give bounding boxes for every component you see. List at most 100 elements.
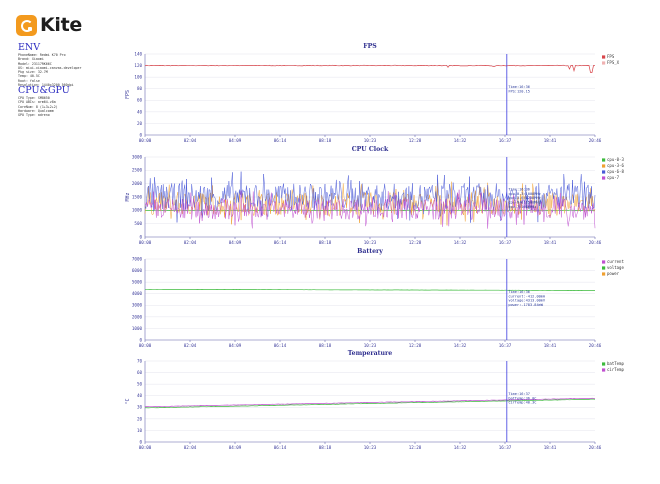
x-tick-label: 12:28 [409, 343, 422, 348]
y-tick-label: 2500 [132, 168, 143, 173]
tooltip-line: current:-412.00mA [508, 294, 546, 298]
legend-swatch[interactable] [602, 170, 606, 174]
legend-label[interactable]: FPS_X [607, 60, 620, 65]
y-tick-label: 70 [137, 358, 143, 363]
x-tick-label: 06:14 [274, 445, 287, 450]
legend-label[interactable]: batTemp [607, 361, 624, 366]
legend-label[interactable]: cpu-6-8 [607, 169, 624, 174]
y-tick-label: 20 [137, 121, 143, 126]
env-info-line: Temp: 40.5C [18, 74, 40, 79]
y-tick-label: 20 [137, 416, 143, 421]
x-tick-label: 10:23 [364, 240, 377, 245]
x-tick-label: 14:32 [454, 343, 467, 348]
x-tick-label: 10:23 [364, 445, 377, 450]
env-info-line: Model: 23117RK66C [18, 61, 52, 66]
chart-cpu-clock: CPU Clock 0 500 1000 1500 2000 2500 3000 00:00 02… [125, 146, 624, 245]
env-info-line: OS: miui-xiaomi-canvas-developer [18, 65, 82, 70]
y-tick-label: 40 [137, 109, 143, 114]
x-tick-label: 20:46 [589, 445, 602, 450]
chart-battery: Battery 0 1000 2000 3000 4000 5000 6000 7000 00:0… [132, 248, 625, 348]
y-axis-label: °C [125, 398, 131, 404]
series-line-cpu-7 [144, 189, 596, 229]
y-tick-label: 1500 [132, 194, 143, 199]
legend-label[interactable]: FPS [607, 54, 615, 59]
legend-swatch[interactable] [602, 260, 606, 264]
x-tick-label: 04:09 [229, 343, 242, 348]
legend-label[interactable]: cpu-0-3 [607, 157, 624, 162]
x-tick-label: 00:00 [139, 138, 152, 143]
tooltip-line: Time:16:36 [508, 290, 530, 294]
y-tick-label: 7000 [132, 256, 143, 261]
cpu-gpu-info-line: CPU ABIs: arm64-v8a [18, 100, 56, 105]
cpu-gpu-info-line: CoreNum: 8 (1+3+2+2) [18, 104, 58, 109]
legend-label[interactable]: current [607, 259, 624, 264]
y-tick-label: 50 [137, 382, 143, 387]
x-tick-label: 10:23 [364, 343, 377, 348]
x-tick-label: 02:04 [184, 445, 197, 450]
y-tick-label: 2000 [132, 314, 143, 319]
cpu-gpu-title: CPU&GPU [18, 85, 70, 96]
legend-swatch[interactable] [602, 362, 606, 366]
legend-swatch[interactable] [602, 176, 606, 180]
x-tick-label: 08:18 [319, 343, 332, 348]
x-tick-label: 00:00 [139, 240, 152, 245]
legend-swatch[interactable] [602, 61, 606, 65]
x-tick-label: 14:32 [454, 445, 467, 450]
y-tick-label: 0 [139, 439, 142, 444]
x-tick-label: 12:28 [409, 240, 422, 245]
legend-label[interactable]: voltage [607, 265, 624, 270]
x-tick-label: 20:46 [589, 343, 602, 348]
series-line-FPS [144, 64, 596, 73]
legend-swatch[interactable] [602, 368, 606, 372]
y-tick-label: 60 [137, 370, 143, 375]
legend-swatch[interactable] [602, 164, 606, 168]
x-tick-label: 16:37 [499, 138, 512, 143]
legend-swatch[interactable] [602, 272, 606, 276]
chart-title: Battery [357, 248, 383, 255]
legend-label[interactable]: power [607, 271, 620, 276]
x-tick-label: 10:23 [364, 138, 377, 143]
x-tick-label: 06:14 [274, 240, 287, 245]
tooltip-line: Time:16:36 [508, 188, 530, 192]
x-tick-label: 06:14 [274, 138, 287, 143]
chart-title: FPS [363, 43, 377, 50]
y-tick-label: 120 [134, 63, 142, 68]
tooltip-line: Time:16:37 [508, 392, 530, 396]
legend-swatch[interactable] [602, 158, 606, 162]
x-tick-label: 08:18 [319, 138, 332, 143]
y-tick-label: 6000 [132, 268, 143, 273]
x-tick-label: 18:41 [544, 240, 557, 245]
env-panel: ENV PhoneName: Redmi K70 Pro Brand: Xiaom… [18, 42, 128, 87]
env-info-line: Pkg size: 32.7M [18, 70, 48, 75]
tooltip-line: cpu-6-8:1500MHz [508, 201, 540, 205]
cpu-gpu-panel: CPU&GPU CPU Type: SM8650 CPU ABIs: arm64-… [18, 85, 128, 117]
legend-swatch[interactable] [602, 266, 606, 270]
env-info-line: Resolution: 1440x3200 560dpi [18, 83, 74, 88]
y-axis-label: FPS [125, 90, 131, 99]
y-tick-label: 5000 [132, 280, 143, 285]
tooltip-line: cpu-3-6:1200MHz [508, 196, 540, 200]
legend-label[interactable]: cirTemp [607, 367, 624, 372]
legend-swatch[interactable] [602, 55, 606, 59]
kite-logo: Kite [16, 14, 82, 36]
tooltip-line: voltage:4313.00mV [508, 299, 546, 303]
tooltip-line: batTemp:36.0C [508, 396, 536, 400]
y-tick-label: 500 [134, 221, 142, 226]
y-tick-label: 80 [137, 86, 143, 91]
chart-title: Temperature [348, 350, 393, 357]
env-info-line: Brand: Xiaomi [18, 57, 44, 62]
chart-temperature: Temperature 0 10 20 30 40 50 60 70 00:00 02:04 04:0… [125, 350, 624, 450]
tooltip-line: FPS:120.15 [508, 89, 530, 93]
x-tick-label: 16:37 [499, 240, 512, 245]
x-tick-label: 02:04 [184, 240, 197, 245]
legend-label[interactable]: cpu-7 [607, 175, 620, 180]
legend-label[interactable]: cpu-3-6 [607, 163, 624, 168]
x-tick-label: 16:37 [499, 343, 512, 348]
y-tick-label: 10 [137, 428, 143, 433]
series-line-batTemp [144, 398, 596, 409]
y-tick-label: 4000 [132, 291, 143, 296]
tooltip-line: Time:16:36 [508, 85, 530, 89]
env-info-line: PhoneName: Redmi K70 Pro [18, 53, 66, 57]
y-tick-label: 0 [139, 337, 142, 342]
x-tick-label: 02:04 [184, 138, 197, 143]
